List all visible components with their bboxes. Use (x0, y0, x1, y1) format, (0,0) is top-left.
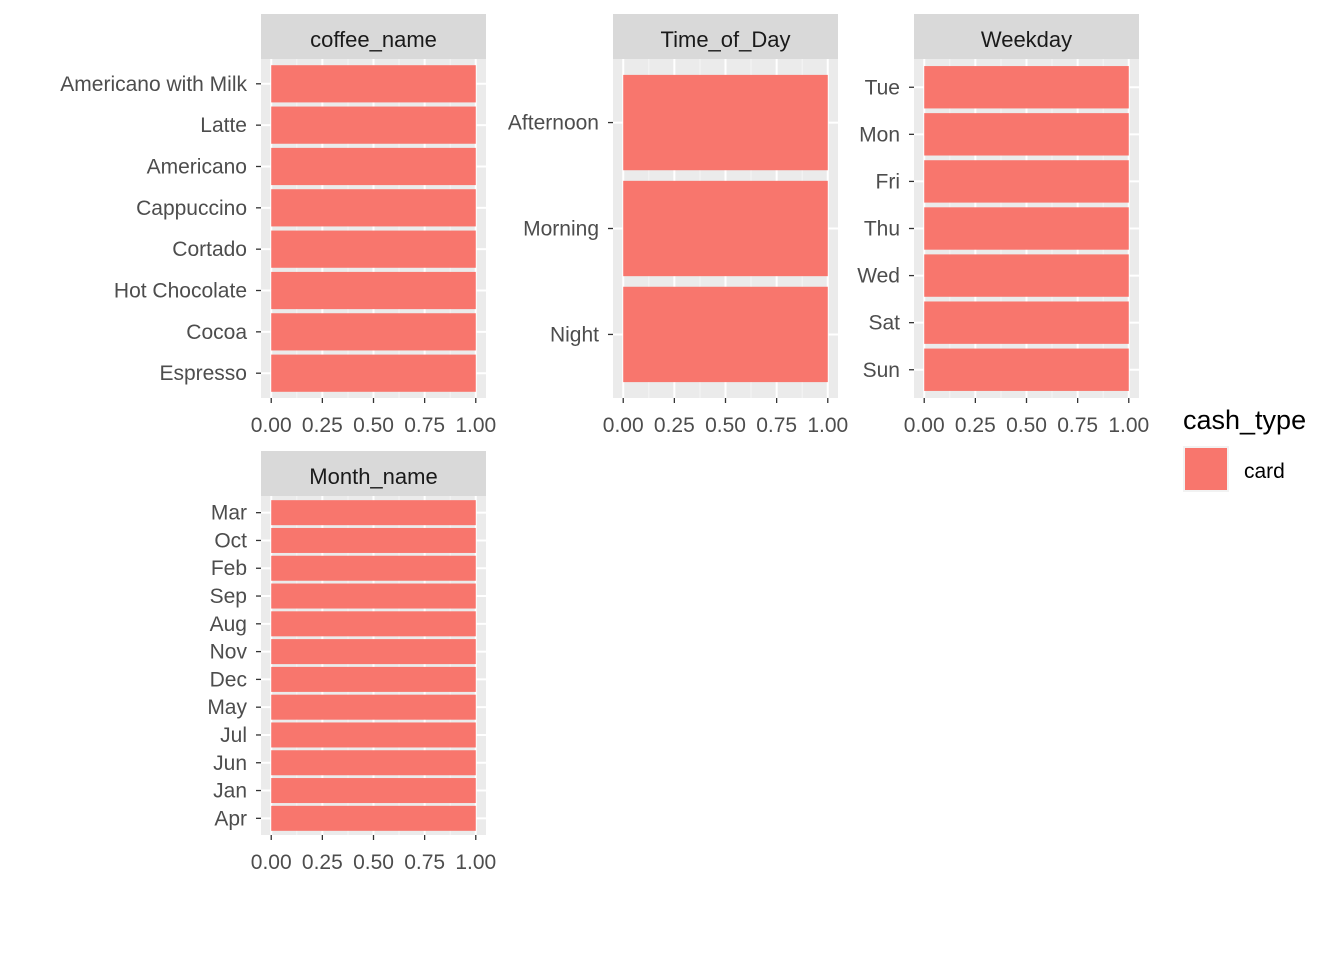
y-tick-label: Sep (210, 585, 247, 608)
panel-Time_of_Day: Time_of_Day Afternoon Morning Night 0.00 0.25… (508, 14, 848, 437)
y-tick-label: Mon (859, 123, 900, 146)
bar-may (271, 694, 476, 720)
x-tick-label: 0.00 (603, 414, 644, 437)
y-tick-label: Thu (864, 218, 900, 241)
y-tick-label: Dec (210, 668, 247, 691)
bar-morning (623, 180, 828, 277)
x-tick-label: 0.00 (251, 851, 292, 874)
bar-aug (271, 611, 476, 637)
legend-key-card (1185, 448, 1227, 490)
x-tick-label: 0.25 (302, 851, 343, 874)
bar-cappuccino (271, 189, 476, 227)
bar-night (623, 286, 828, 383)
x-tick-label: 1.00 (1108, 414, 1149, 437)
y-tick-label: Jul (220, 724, 247, 747)
x-tick-label: 0.25 (955, 414, 996, 437)
panel-Month_name: Month_name Mar Oct Feb Sep Aug Nov Dec May Jul Jun… (207, 451, 496, 874)
bar-tue (924, 66, 1129, 109)
panels: coffee_name Americano with Milk Latte Ameri… (60, 14, 1149, 874)
bar-sat (924, 301, 1129, 344)
y-tick-label: Nov (210, 641, 248, 664)
strip-background (914, 14, 1139, 59)
x-tick-label: 0.25 (654, 414, 695, 437)
bar-oct (271, 527, 476, 553)
y-tick-label: Cocoa (186, 321, 247, 344)
legend: cash_type card (1183, 405, 1306, 492)
y-tick-label: Feb (211, 557, 247, 580)
bar-apr (271, 805, 476, 831)
strip-background (261, 14, 486, 59)
x-tick-label: 0.75 (404, 414, 445, 437)
y-tick-label: Aug (210, 613, 247, 636)
y-tick-label: Fri (876, 170, 901, 193)
y-tick-label: Americano with Milk (60, 73, 247, 96)
y-tick-label: Wed (857, 265, 900, 288)
bar-wed (924, 254, 1129, 297)
x-tick-label: 0.50 (353, 414, 394, 437)
bar-jun (271, 750, 476, 776)
y-tick-label: Cortado (172, 238, 247, 261)
strip-label: Weekday (981, 27, 1072, 52)
y-tick-label: Night (550, 323, 599, 346)
panel-Weekday: Weekday Tue Mon Fri Thu Wed Sat Sun 0.00 0.25 0.50… (857, 14, 1149, 437)
y-tick-label: Mar (211, 502, 247, 525)
bar-jul (271, 722, 476, 748)
bar-mar (271, 500, 476, 526)
x-tick-label: 0.50 (353, 851, 394, 874)
strip-label: Month_name (309, 464, 437, 489)
x-tick-label: 1.00 (455, 851, 496, 874)
x-tick-label: 0.25 (302, 414, 343, 437)
x-tick-label: 0.75 (756, 414, 797, 437)
strip-label: Time_of_Day (660, 27, 790, 52)
bar-mon (924, 113, 1129, 156)
bar-feb (271, 555, 476, 581)
x-tick-label: 0.75 (1057, 414, 1098, 437)
legend-label-card: card (1244, 460, 1285, 483)
panel-coffee_name: coffee_name Americano with Milk Latte Ameri… (60, 14, 496, 437)
strip-background (613, 14, 838, 59)
bar-jan (271, 778, 476, 804)
y-tick-label: Sun (863, 359, 900, 382)
x-tick-label: 0.50 (705, 414, 746, 437)
bar-nov (271, 639, 476, 665)
y-tick-label: Sat (868, 312, 900, 335)
bar-latte (271, 106, 476, 144)
y-tick-label: Jan (213, 780, 247, 803)
bar-thu (924, 207, 1129, 250)
bar-dec (271, 666, 476, 692)
x-tick-label: 1.00 (455, 414, 496, 437)
bar-hot-chocolate (271, 271, 476, 310)
y-tick-label: Apr (214, 807, 247, 830)
y-tick-label: Espresso (159, 362, 247, 385)
x-tick-label: 0.50 (1006, 414, 1047, 437)
strip-label: coffee_name (310, 27, 437, 52)
y-tick-label: Hot Chocolate (114, 280, 247, 303)
bar-sun (924, 348, 1129, 391)
bar-cortado (271, 230, 476, 268)
y-tick-label: Oct (214, 529, 247, 552)
y-tick-label: Cappuccino (136, 197, 247, 220)
legend-title: cash_type (1183, 405, 1306, 435)
y-tick-label: Americano (147, 155, 247, 178)
x-tick-label: 0.00 (904, 414, 945, 437)
bar-americano (271, 147, 476, 186)
strip-background (261, 451, 486, 496)
y-tick-label: Afternoon (508, 112, 599, 135)
bar-fri (924, 160, 1129, 203)
x-tick-label: 1.00 (807, 414, 848, 437)
y-tick-label: Tue (865, 76, 900, 99)
bar-americano-with-milk (271, 65, 476, 103)
bar-sep (271, 583, 476, 609)
x-tick-label: 0.75 (404, 851, 445, 874)
y-tick-label: May (207, 696, 247, 719)
bar-cocoa (271, 313, 476, 351)
bar-afternoon (623, 74, 828, 171)
x-tick-label: 0.00 (251, 414, 292, 437)
y-tick-label: Morning (523, 218, 599, 241)
y-tick-label: Jun (213, 752, 247, 775)
bar-espresso (271, 354, 476, 392)
y-tick-label: Latte (200, 114, 247, 137)
